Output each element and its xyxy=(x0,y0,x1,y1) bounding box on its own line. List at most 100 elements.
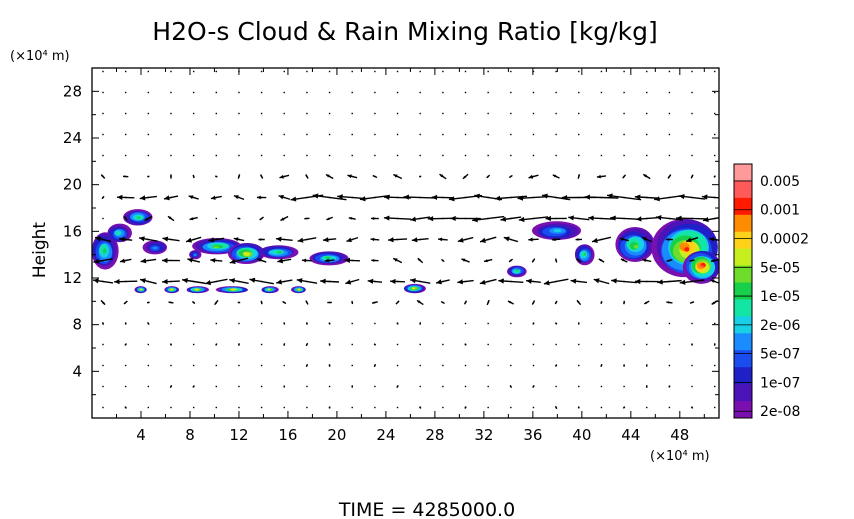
grid-dot xyxy=(147,406,150,409)
grid-dot xyxy=(510,322,512,325)
y-tick-label: 12 xyxy=(63,269,82,287)
wind-head xyxy=(555,407,557,409)
wind-arrow xyxy=(691,343,693,346)
colorbar-swatch xyxy=(734,164,752,182)
wind-arrow xyxy=(167,215,175,222)
colorbar-label: 5e-07 xyxy=(760,347,800,363)
cloud-region xyxy=(123,209,153,226)
wind-head xyxy=(657,279,663,285)
grid-dot xyxy=(124,112,127,115)
wind-arrow xyxy=(600,364,603,367)
wind-arrow xyxy=(146,321,150,326)
wind-arrow xyxy=(577,174,581,179)
grid-dot xyxy=(646,343,648,346)
wind-head xyxy=(436,279,442,285)
wind-head xyxy=(710,279,715,283)
grid-dot xyxy=(328,91,331,94)
wind-head xyxy=(457,237,464,243)
grid-dot xyxy=(102,91,104,94)
grid-dot xyxy=(487,406,489,409)
wind-head xyxy=(555,365,557,367)
wind-head xyxy=(591,237,598,243)
wind-head xyxy=(238,343,240,345)
plot-frame xyxy=(91,67,720,419)
grid-dot xyxy=(306,406,308,409)
grid-dot xyxy=(464,385,467,388)
grid-dot xyxy=(192,406,195,409)
wind-head xyxy=(644,301,647,304)
wind-head xyxy=(237,217,239,220)
grid-dot xyxy=(487,385,489,388)
wind-arrow xyxy=(238,343,240,346)
wind-head xyxy=(619,237,624,242)
wind-arrow xyxy=(100,174,106,179)
wind-head xyxy=(551,237,556,242)
wind-arrow xyxy=(395,300,400,305)
wind-arrow xyxy=(526,278,541,284)
wind-arrow xyxy=(634,278,659,285)
grid-dot xyxy=(623,343,625,346)
wind-arrow xyxy=(256,195,267,200)
wind-head xyxy=(532,302,535,305)
wind-arrow xyxy=(462,173,469,180)
cloud-region xyxy=(682,250,719,284)
wind-arrow xyxy=(325,173,334,180)
wind-head xyxy=(306,365,308,367)
wind-head xyxy=(714,175,716,177)
grid-dot xyxy=(510,364,512,367)
grid-dot xyxy=(396,406,399,409)
grid-dot xyxy=(283,70,285,73)
wind-arrow xyxy=(689,259,695,262)
colorbar-swatch xyxy=(734,282,752,300)
wind-arrow xyxy=(416,299,424,306)
wind-arrow xyxy=(403,194,437,200)
grid-dot xyxy=(510,70,512,73)
wind-arrow xyxy=(278,194,291,200)
grid-dot xyxy=(419,154,421,157)
wind-head xyxy=(494,195,501,201)
wind-arrow xyxy=(655,215,684,221)
wind-head xyxy=(144,217,149,221)
wind-arrow xyxy=(611,278,638,284)
y-tick-label: 24 xyxy=(63,129,82,147)
wind-arrow xyxy=(679,279,705,285)
grid-dot xyxy=(419,112,421,115)
wind-head xyxy=(306,322,308,324)
wind-head xyxy=(528,174,534,179)
wind-arrow xyxy=(710,258,719,263)
grid-dot xyxy=(374,91,376,94)
wind-arrow xyxy=(508,174,513,179)
wind-arrow xyxy=(328,406,331,409)
wind-head xyxy=(148,301,150,303)
grid-dot xyxy=(532,364,535,367)
wind-head xyxy=(390,278,396,285)
wind-head xyxy=(359,196,366,202)
colorbar-label: 0.0002 xyxy=(760,232,809,248)
wind-head xyxy=(500,216,507,222)
wind-arrow xyxy=(327,301,332,304)
wind-arrow xyxy=(170,174,172,179)
wind-arrow xyxy=(619,237,629,242)
grid-dot xyxy=(623,385,625,388)
grid-dot xyxy=(487,91,489,94)
wind-arrow xyxy=(508,258,514,263)
wind-arrow xyxy=(214,299,219,306)
cloud-region xyxy=(189,250,202,260)
wind-arrow xyxy=(124,322,127,325)
grid-dot xyxy=(532,343,535,346)
wind-head xyxy=(403,194,409,200)
colorbar-swatch xyxy=(734,299,752,317)
grid-dot xyxy=(260,322,263,325)
wind-arrow xyxy=(279,174,290,179)
wind-arrow xyxy=(305,342,309,347)
grid-dot xyxy=(691,385,693,388)
wind-head xyxy=(325,174,330,178)
x-tick-label: 32 xyxy=(474,426,493,444)
wind-arrow xyxy=(259,174,264,179)
wind-head xyxy=(388,237,394,243)
grid-dot xyxy=(442,154,444,157)
wind-arrow xyxy=(283,322,286,325)
wind-head xyxy=(578,323,580,325)
grid-dot xyxy=(374,112,376,115)
wind-arrow xyxy=(431,194,455,200)
